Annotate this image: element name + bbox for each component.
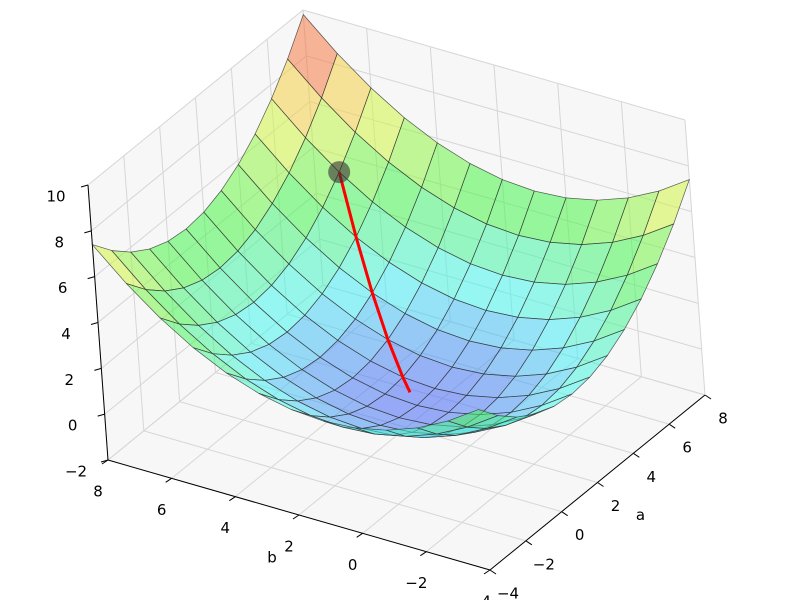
tick-mark	[668, 423, 676, 429]
tick-mark	[165, 477, 172, 483]
z-tick-label: 2	[65, 371, 75, 389]
z-tick-label: 10	[46, 188, 65, 206]
tick-mark	[483, 569, 491, 575]
descent-path	[337, 171, 412, 394]
y-tick-label: −2	[405, 574, 427, 592]
tick-mark	[633, 452, 640, 458]
axis-labels: a b	[267, 506, 645, 567]
tick-mark	[84, 230, 92, 234]
x-axis-label: a	[636, 506, 645, 524]
y-tick-label: 8	[93, 483, 103, 501]
z-tick-label: 6	[58, 279, 68, 297]
axis-line	[489, 394, 706, 571]
tick-mark	[704, 394, 712, 400]
tick-mark	[229, 496, 236, 502]
axis-line	[87, 184, 109, 461]
z-tick-label: 4	[61, 325, 71, 343]
tick-mark	[525, 540, 533, 546]
z-tick-label: −2	[65, 463, 87, 481]
tick-mark	[80, 184, 89, 188]
x-tick-label: −4	[497, 585, 519, 600]
x-tick-label: −2	[533, 555, 555, 573]
tick-mark	[94, 367, 102, 371]
y-tick-label: 6	[157, 501, 167, 519]
x-tick-label: 2	[611, 497, 621, 515]
axis-line	[107, 459, 491, 571]
surface	[91, 13, 690, 439]
x-tick-label: 0	[575, 526, 585, 544]
start-marker	[328, 161, 351, 184]
tick-mark	[489, 569, 497, 575]
y-tick-label: 0	[348, 556, 358, 574]
tick-mark	[90, 322, 99, 325]
tick-mark	[420, 551, 427, 557]
y-tick-label: 2	[284, 538, 294, 556]
grid-line	[87, 9, 304, 186]
x-tick-label: 6	[682, 439, 692, 457]
grid-line	[302, 9, 686, 121]
grid-line	[306, 55, 689, 167]
grid-line	[426, 376, 642, 553]
y-tick-label: 4	[221, 519, 231, 537]
x-tick-label: 8	[718, 410, 728, 428]
tick-mark	[87, 276, 95, 280]
tick-mark	[100, 459, 109, 463]
tick-mark	[292, 514, 300, 520]
tick-mark	[597, 482, 604, 487]
x-tick-label: 4	[647, 468, 657, 486]
tick-mark	[97, 413, 105, 417]
y-tick-label: −4	[469, 593, 491, 600]
surface-patch	[446, 409, 499, 428]
z-tick-label: 0	[68, 417, 78, 435]
grid-line	[91, 55, 307, 232]
tick-mark	[356, 532, 363, 538]
y-axis-label: b	[267, 549, 277, 567]
tick-mark	[561, 511, 568, 517]
z-tick-label: 8	[55, 233, 65, 251]
